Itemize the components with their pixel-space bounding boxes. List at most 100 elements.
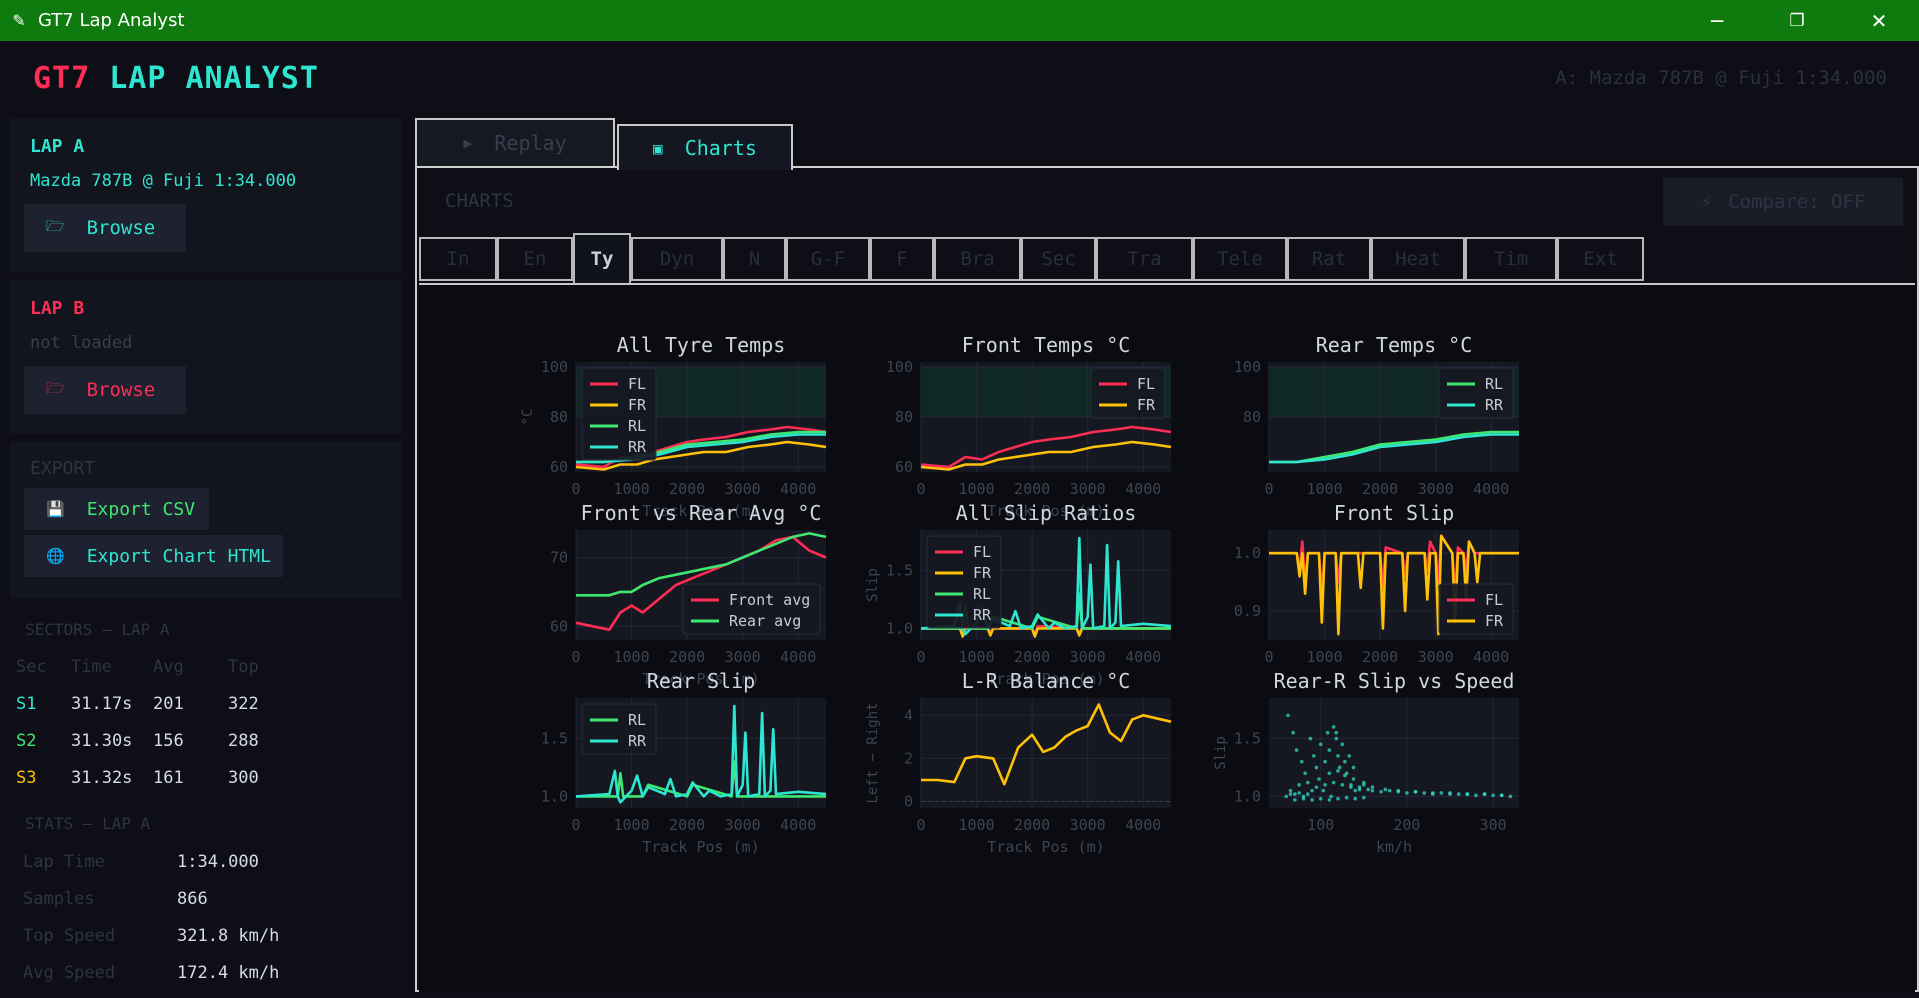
y-tick-label: 1.5	[541, 730, 568, 748]
play-icon: ▶	[463, 134, 473, 152]
scatter-point	[1294, 748, 1299, 752]
close-icon[interactable]: ✕	[1870, 8, 1888, 33]
export-csv-button[interactable]: 💾 Export CSV	[24, 488, 209, 530]
x-tick-label: 100	[1307, 816, 1334, 834]
subtab-7[interactable]: Bra	[934, 237, 1021, 281]
scatter-point	[1331, 780, 1336, 785]
scatter-point	[1318, 742, 1323, 747]
tab-charts[interactable]: ▣ Charts	[617, 124, 793, 170]
scatter-point	[1336, 754, 1340, 758]
bolt-icon: ⚡	[1700, 191, 1713, 213]
x-tick-label: 2000	[1014, 816, 1050, 834]
lap-a-label: LAP A	[30, 136, 85, 157]
scatter-point	[1305, 780, 1310, 785]
legend-label: RL	[628, 417, 646, 435]
scatter-point	[1314, 765, 1319, 770]
subtab-9[interactable]: Tra	[1096, 237, 1193, 281]
y-tick-label: 4	[904, 706, 913, 724]
lap-a-panel: LAP A Mazda 787B @ Fuji 1:34.000 🗁 Brows…	[10, 118, 402, 272]
scatter-point	[1288, 788, 1293, 793]
stat-row: Avg Speed 172.4 km/h	[23, 963, 279, 983]
tab-replay[interactable]: ▶ Replay	[415, 118, 615, 166]
lap-a-browse-button[interactable]: 🗁 Browse	[24, 204, 186, 252]
scatter-point	[1291, 730, 1295, 735]
subtab-11[interactable]: Rat	[1287, 237, 1371, 281]
sector-row: S2 31.30s 156 288	[16, 731, 288, 751]
chart-6: 0 1000 2000 3000 4000 1.0 1.5 Track Pos (m) RL RR…	[541, 669, 827, 856]
x-tick-label: 3000	[725, 648, 761, 666]
sector-time: 31.32s	[71, 768, 133, 788]
chart-title: Rear Slip	[647, 669, 755, 693]
subtab-5[interactable]: G-F	[786, 237, 870, 281]
lap-b-browse-label: Browse	[86, 379, 156, 401]
compare-toggle-button[interactable]: ⚡ Compare: OFF	[1663, 178, 1903, 226]
x-tick-label: 3000	[725, 480, 761, 498]
scatter-point	[1340, 783, 1345, 787]
maximize-icon[interactable]: ❐	[1789, 10, 1805, 31]
scatter-point	[1474, 793, 1478, 798]
subtab-14[interactable]: Ext	[1557, 237, 1644, 281]
scatter-point	[1482, 792, 1487, 796]
x-axis-label: Track Pos (m)	[987, 670, 1104, 688]
lap-b-browse-button[interactable]: 🗁 Browse	[24, 366, 186, 414]
subtab-0[interactable]: In	[419, 237, 497, 281]
x-tick-label: 0	[1264, 480, 1273, 498]
sector-avg: 161	[153, 768, 184, 788]
subtab-1[interactable]: En	[497, 237, 573, 281]
scatter-point	[1297, 791, 1301, 795]
scatter-point	[1343, 759, 1347, 764]
export-html-button[interactable]: 🌐 Export Chart HTML	[24, 535, 283, 577]
save-icon: 💾	[46, 500, 65, 518]
y-tick-label: 100	[541, 358, 568, 376]
scatter-point	[1327, 771, 1332, 776]
x-tick-label: 0	[571, 648, 580, 666]
x-tick-label: 2000	[669, 816, 705, 834]
scatter-point	[1308, 736, 1313, 741]
legend-label: FL	[1485, 591, 1503, 609]
chart-4: 0 1000 2000 3000 4000 1.0 1.5 Track Pos (m) Slip…	[865, 501, 1172, 688]
minimize-icon[interactable]: ─	[1710, 8, 1724, 33]
subtab-2[interactable]: Ty	[573, 233, 631, 283]
scatter-point	[1321, 788, 1326, 793]
subtab-8[interactable]: Sec	[1021, 237, 1096, 281]
export-csv-label: Export CSV	[86, 498, 196, 520]
x-tick-label: 3000	[1418, 648, 1454, 666]
scatter-point	[1351, 765, 1356, 770]
subtab-13[interactable]: Tim	[1465, 237, 1557, 281]
y-tick-label: 60	[550, 458, 568, 476]
stat-row: Lap Time 1:34.000	[23, 852, 259, 872]
x-tick-label: 1000	[958, 480, 994, 498]
scatter-point	[1334, 730, 1339, 735]
x-tick-label: 2000	[669, 648, 705, 666]
subtab-4[interactable]: N	[723, 237, 786, 281]
x-tick-label: 2000	[1362, 480, 1398, 498]
x-tick-label: 3000	[725, 816, 761, 834]
scatter-point	[1314, 785, 1319, 789]
chart-title: Front Slip	[1334, 501, 1454, 525]
subtab-3[interactable]: Dyn	[631, 237, 723, 281]
folder-icon: 🗁	[46, 216, 65, 235]
sector-time: 31.30s	[71, 731, 133, 751]
scatter-point	[1396, 788, 1401, 793]
scatter-point	[1353, 788, 1358, 793]
scatter-point	[1336, 769, 1340, 773]
x-axis-label: Track Pos (m)	[642, 838, 759, 856]
y-tick-label: 100	[886, 358, 913, 376]
scatter-point	[1383, 787, 1388, 792]
col-sec: Sec	[16, 657, 47, 677]
export-label: EXPORT	[30, 458, 96, 479]
header-status: A: Mazda 787B @ Fuji 1:34.000	[1555, 67, 1887, 89]
scatter-point	[1422, 791, 1426, 795]
series-line-0	[921, 703, 1172, 786]
sector-id: S2	[16, 731, 37, 751]
window-titlebar: ✎ GT7 Lap Analyst ─ ❐ ✕	[0, 0, 1919, 41]
scatter-point	[1387, 788, 1392, 793]
scatter-point	[1293, 792, 1297, 796]
stat-value: 321.8 km/h	[177, 926, 280, 946]
subtab-10[interactable]: Tele	[1193, 237, 1287, 281]
subtab-6[interactable]: F	[870, 237, 934, 281]
subtab-12[interactable]: Heat	[1371, 237, 1465, 281]
chart-title: Front vs Rear Avg °C	[581, 501, 822, 525]
y-tick-label: 1.0	[1234, 544, 1261, 562]
